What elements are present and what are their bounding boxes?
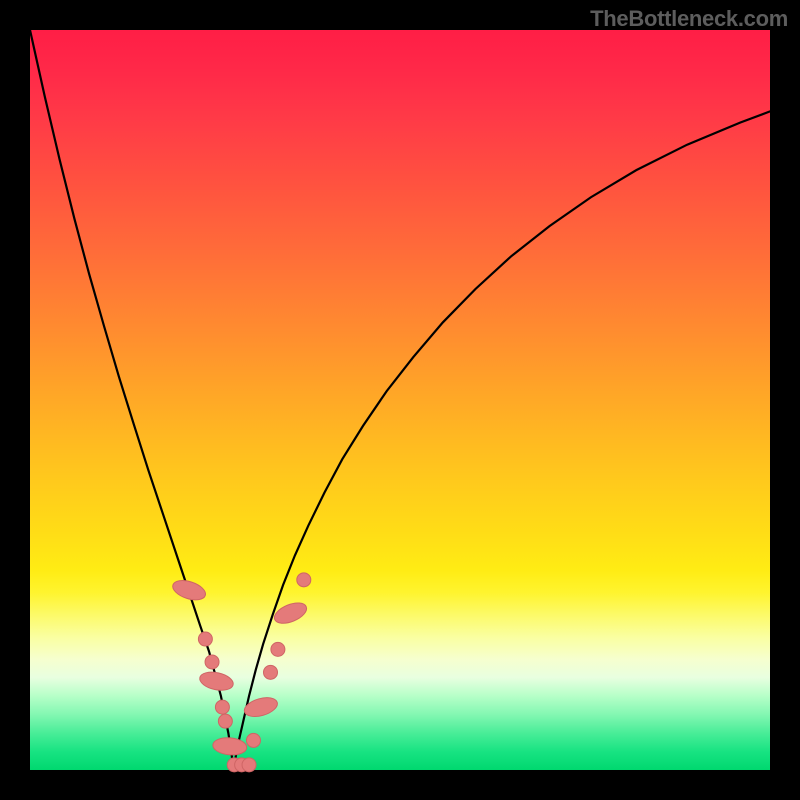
chart-container: TheBottleneck.com (0, 0, 800, 800)
watermark-text: TheBottleneck.com (590, 6, 788, 32)
chart-svg (0, 0, 800, 800)
